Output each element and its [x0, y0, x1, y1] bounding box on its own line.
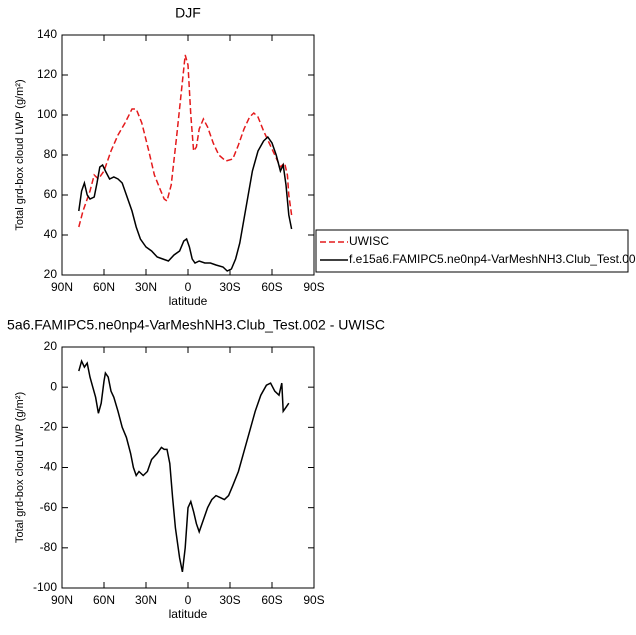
x-tick-label: 0 [185, 280, 192, 294]
y-axis-label: Total grd-box cloud LWP (g/m²) [14, 392, 26, 543]
x-tick-label: 90N [51, 593, 73, 607]
x-tick-label: 60S [261, 280, 282, 294]
y-tick-label: -20 [40, 420, 58, 434]
y-tick-label: 20 [44, 267, 58, 281]
x-tick-label: 30S [219, 280, 240, 294]
x-tick-label: 90S [303, 280, 324, 294]
chart-title: DJF [175, 5, 201, 21]
y-tick-label: -40 [40, 460, 58, 474]
y-axis-label: Total grd-box cloud LWP (g/m²) [14, 79, 26, 230]
x-tick-label: 30S [219, 593, 240, 607]
legend-label: UWISC [349, 234, 389, 248]
x-tick-label: 0 [185, 593, 192, 607]
x-axis-label: latitude [169, 294, 208, 308]
chart-title: 5a6.FAMIPC5.ne0np4-VarMeshNH3.Club_Test.… [7, 317, 385, 333]
plot-frame [61, 346, 315, 589]
y-tick-label: 100 [37, 107, 57, 121]
x-tick-label: 90S [303, 593, 324, 607]
y-tick-label: 0 [50, 379, 57, 393]
x-tick-label: 60N [93, 280, 115, 294]
y-tick-label: -100 [33, 580, 57, 594]
x-tick-label: 30N [135, 280, 157, 294]
data-line [78, 135, 293, 272]
y-tick-label: 80 [44, 147, 58, 161]
x-tick-label: 90N [51, 280, 73, 294]
data-line [78, 54, 293, 228]
x-axis-label: latitude [169, 607, 208, 621]
y-tick-label: 120 [37, 67, 57, 81]
legend-frame [315, 229, 629, 273]
y-tick-label: -80 [40, 540, 58, 554]
y-tick-label: 140 [37, 27, 57, 41]
y-tick-label: -60 [40, 500, 58, 514]
y-tick-label: 20 [44, 339, 58, 353]
x-tick-label: 30N [135, 593, 157, 607]
x-tick-label: 60N [93, 593, 115, 607]
x-tick-label: 60S [261, 593, 282, 607]
data-line [78, 358, 290, 573]
legend-label: f.e15a6.FAMIPC5.ne0np4-VarMeshNH3.Club_T… [349, 252, 636, 266]
y-tick-label: 60 [44, 187, 58, 201]
y-tick-label: 40 [44, 227, 58, 241]
